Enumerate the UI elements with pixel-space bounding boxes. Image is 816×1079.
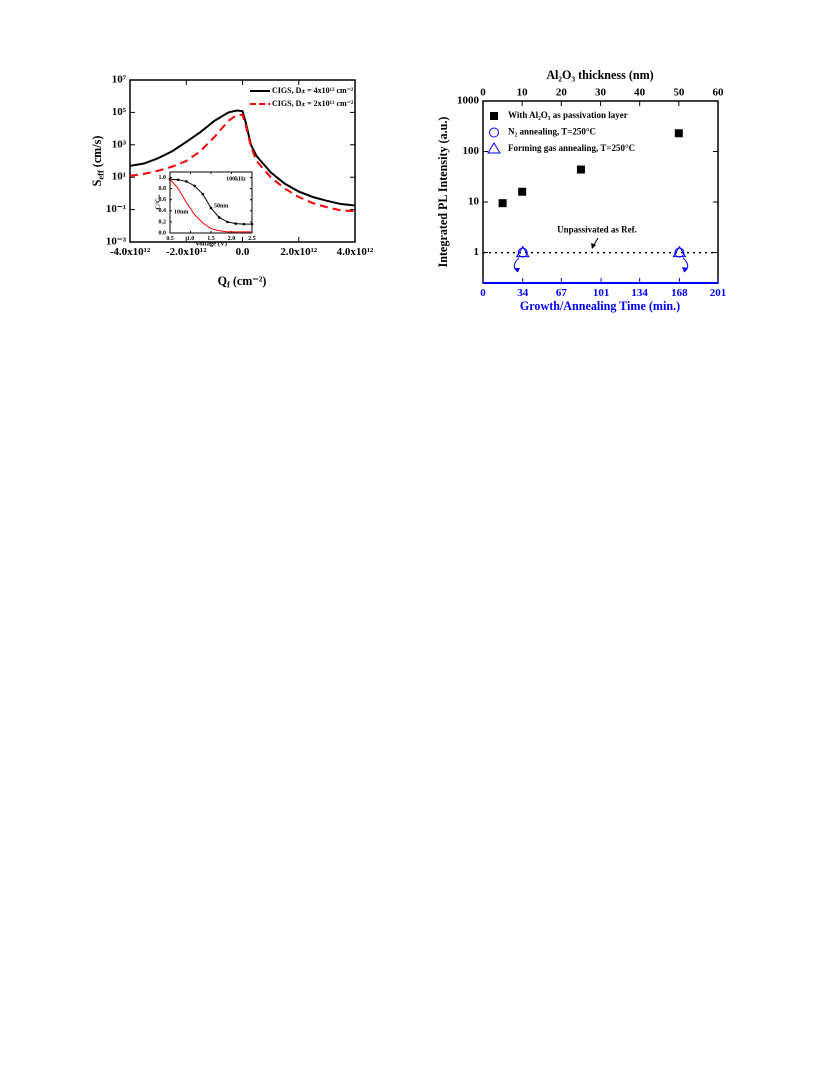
y-tick-label: 10¹	[112, 171, 126, 183]
x-tick-label: 201	[710, 287, 727, 299]
x-tick-label: 67	[556, 287, 568, 299]
x-tick-label: 1.5	[207, 236, 215, 242]
point	[176, 178, 180, 182]
point	[193, 184, 196, 188]
marker-triangle	[487, 142, 501, 154]
x2-tick-label: 20	[556, 87, 568, 99]
series-label: 10nm	[174, 209, 188, 215]
axis-title-rest: (cm⁻²)	[230, 274, 267, 288]
x-tick-label: 0.5	[166, 236, 174, 242]
y-tick-label: 10	[468, 196, 480, 208]
x2-tick-label: 10	[517, 87, 529, 99]
legend-label: CIGS, Dᵢₜ = 4x10¹² cm⁻²	[272, 86, 354, 95]
legend-label: N₂ annealing, T=250°C	[508, 127, 596, 137]
axis-title: Qf (cm⁻²)	[218, 274, 267, 290]
series-line	[129, 109, 356, 207]
x-tick-label: 168	[671, 287, 688, 299]
legend-label: Forming gas annealing, T=250°C	[508, 143, 635, 153]
y-tick-label: 100	[463, 145, 480, 157]
axis-title-rest: (cm/s)	[90, 136, 104, 171]
axis-title: Growth/Annealing Time (min.)	[520, 299, 680, 313]
x-tick-label: 2.5	[248, 236, 256, 242]
annotation: 100kHz	[226, 176, 246, 182]
arrow-head	[514, 268, 520, 272]
point	[217, 216, 221, 219]
point	[242, 222, 246, 226]
x-tick-label: 2.0x10¹²	[280, 246, 318, 258]
x-tick-label: 0.0	[236, 246, 250, 258]
reference-label: Unpassivated as Ref.	[557, 225, 637, 235]
y-tick-label: 10⁻¹	[106, 203, 126, 215]
axis-title-sub: f	[227, 280, 230, 290]
y-tick-label: 1000	[457, 95, 480, 107]
curved-arrow	[682, 257, 689, 273]
point	[201, 192, 205, 196]
y-tick-label: 0.4	[159, 208, 167, 214]
x2-tick-label: 0	[480, 87, 486, 99]
marker-square	[576, 165, 585, 174]
y-tick-label: 0.8	[159, 186, 167, 192]
x-tick-label: -2.0x10¹²	[166, 246, 207, 258]
point	[250, 222, 254, 226]
point	[226, 220, 229, 224]
legend-label: CIGS, Dᵢₜ = 2x10¹³ cm⁻²	[272, 99, 354, 108]
x2-tick-label: 40	[634, 87, 646, 99]
axis-title: Integrated PL Intensity (a.u.)	[436, 117, 450, 268]
axis-title-sub: eff	[96, 170, 106, 180]
point	[185, 180, 188, 183]
x-tick-label: 1.0	[187, 236, 195, 242]
y-tick-label: 10⁻³	[106, 236, 127, 248]
x2-tick-label: 50	[673, 87, 685, 99]
axis-title: C/Cₒₓ	[155, 194, 162, 209]
axis-title: Seff (cm/s)	[90, 136, 106, 187]
series-line	[169, 178, 252, 233]
x-tick-label: 34	[517, 287, 529, 299]
plot-frame	[169, 171, 253, 234]
x2-tick-label: 60	[713, 87, 725, 99]
marker-triangle	[515, 245, 530, 258]
arrow-head	[591, 243, 596, 249]
y-tick-label: 0.2	[159, 219, 167, 225]
axis-title: Voltage (V)	[195, 241, 227, 248]
y-tick-label: 1	[474, 246, 480, 258]
series-line	[129, 113, 356, 213]
x-tick-label: 2.0	[228, 236, 236, 242]
marker-square	[498, 199, 507, 208]
series-label: 50nm	[214, 203, 228, 209]
marker-square	[674, 129, 683, 138]
point	[234, 222, 237, 225]
axis-title-base: S	[90, 179, 104, 186]
y-tick-label: 0.6	[159, 197, 167, 203]
x-tick-label: -4.0x10¹²	[110, 246, 151, 258]
arrow-head	[682, 267, 688, 272]
axis-title: Al₂O₃ thickness (nm)	[546, 68, 653, 82]
marker-circle	[489, 127, 499, 138]
curved-arrow	[513, 257, 520, 273]
marker-square	[490, 112, 498, 120]
y-tick-label: 0.0	[159, 230, 167, 236]
x2-tick-label: 30	[595, 87, 607, 99]
y-tick-label: 10⁷	[112, 74, 127, 86]
axis-title-base: Q	[218, 274, 227, 288]
x-tick-label: 101	[593, 287, 610, 299]
x-tick-label: 4.0x10¹²	[337, 246, 375, 258]
y-tick-label: 1.0	[159, 175, 167, 181]
x-tick-label: 134	[631, 287, 648, 299]
marker-square	[518, 187, 527, 196]
marker-triangle	[672, 245, 687, 258]
point	[209, 206, 213, 210]
y-tick-label: 10³	[112, 138, 127, 150]
legend-label: With Al₂O₃ as passivation layer	[508, 110, 628, 120]
y-tick-label: 10⁵	[112, 106, 127, 118]
x-tick-label: 0	[480, 287, 486, 299]
